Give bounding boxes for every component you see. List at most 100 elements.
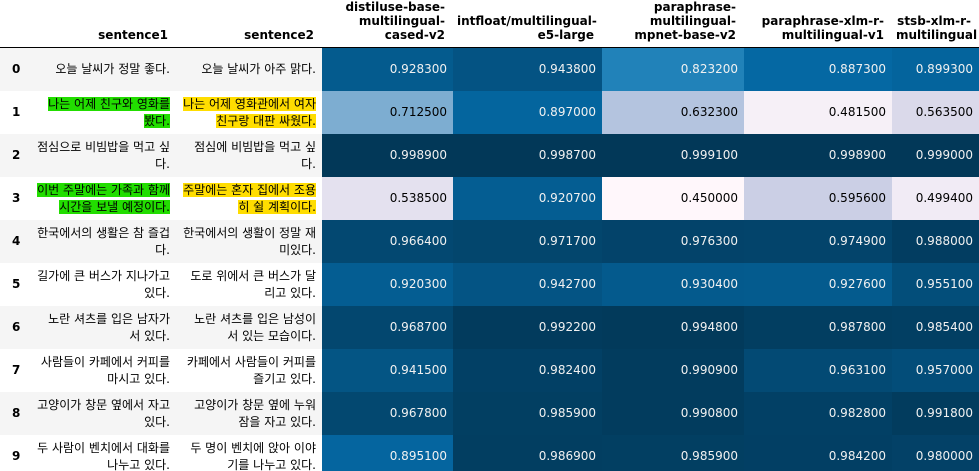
sentence2-text: 주말에는 혼자 집에서 조용히 쉴 계획이다. (183, 182, 316, 214)
sentence2-cell: 도로 위에서 큰 버스가 달리고 있다. (176, 263, 322, 306)
row-index: 9 (0, 435, 30, 471)
score-cell: 0.992200 (453, 306, 602, 349)
score-cell: 0.538500 (322, 177, 453, 220)
sentence2-text: 오늘 날씨가 아주 맑다. (201, 62, 316, 76)
sentence1-text: 길가에 큰 버스가 지나가고 있다. (37, 268, 170, 300)
header-sentence2: sentence2 (176, 0, 322, 48)
header-model-3: paraphrase-multilingual-mpnet-base-v2 (602, 0, 744, 48)
score-cell: 0.897000 (453, 91, 602, 134)
score-cell: 0.968700 (322, 306, 453, 349)
score-cell: 0.998700 (453, 134, 602, 177)
sentence1-cell: 길가에 큰 버스가 지나가고 있다. (30, 263, 176, 306)
score-cell: 0.987800 (744, 306, 892, 349)
score-cell: 0.998900 (322, 134, 453, 177)
sentence1-text: 사람들이 카페에서 커피를 마시고 있다. (40, 354, 170, 386)
score-cell: 0.895100 (322, 435, 453, 471)
sentence2-cell: 나는 어제 영화관에서 여자친구랑 대판 싸웠다. (176, 91, 322, 134)
score-cell: 0.999100 (602, 134, 744, 177)
table-row: 5 길가에 큰 버스가 지나가고 있다. 도로 위에서 큰 버스가 달리고 있다. 0… (0, 263, 979, 306)
table-row: 8 고양이가 창문 옆에서 자고 있다. 고양이가 창문 옆에 누워 잠을 자고 있… (0, 392, 979, 435)
score-cell: 0.920700 (453, 177, 602, 220)
score-cell: 0.563500 (892, 91, 979, 134)
score-cell: 0.920300 (322, 263, 453, 306)
score-cell: 0.985400 (892, 306, 979, 349)
sentence1-cell: 노란 셔츠를 입은 남자가 서 있다. (30, 306, 176, 349)
sentence1-cell: 점심으로 비빔밥을 먹고 싶다. (30, 134, 176, 177)
score-cell: 0.985900 (602, 435, 744, 471)
score-cell: 0.943800 (453, 47, 602, 91)
score-cell: 0.595600 (744, 177, 892, 220)
score-cell: 0.955100 (892, 263, 979, 306)
sentence1-cell: 한국에서의 생활은 참 즐겁다. (30, 220, 176, 263)
score-cell: 0.930400 (602, 263, 744, 306)
score-cell: 0.990800 (602, 392, 744, 435)
table-row: 6 노란 셔츠를 입은 남자가 서 있다. 노란 셔츠를 입은 남성이 서 있는 모… (0, 306, 979, 349)
sentence1-text: 오늘 날씨가 정말 좋다. (55, 62, 170, 76)
score-cell: 0.887300 (744, 47, 892, 91)
score-cell: 0.999000 (892, 134, 979, 177)
score-cell: 0.632300 (602, 91, 744, 134)
sentence2-cell: 노란 셔츠를 입은 남성이 서 있는 모습이다. (176, 306, 322, 349)
score-cell: 0.941500 (322, 349, 453, 392)
table-body: 0 오늘 날씨가 정말 좋다. 오늘 날씨가 아주 맑다. 0.928300 0.943… (0, 47, 979, 471)
sentence1-cell: 두 사람이 벤치에서 대화를 나누고 있다. (30, 435, 176, 471)
sentence2-cell: 오늘 날씨가 아주 맑다. (176, 47, 322, 91)
header-model-4: paraphrase-xlm-r-multilingual-v1 (744, 0, 892, 48)
score-cell: 0.499400 (892, 177, 979, 220)
header-row: sentence1 sentence2 distiluse-base-multi… (0, 0, 979, 48)
score-cell: 0.982800 (744, 392, 892, 435)
sentence2-cell: 점심에 비빔밥을 먹고 싶다. (176, 134, 322, 177)
score-cell: 0.928300 (322, 47, 453, 91)
score-cell: 0.988000 (892, 220, 979, 263)
sentence1-text: 두 사람이 벤치에서 대화를 나누고 있다. (37, 440, 170, 471)
score-cell: 0.481500 (744, 91, 892, 134)
sentence1-text: 고양이가 창문 옆에서 자고 있다. (37, 397, 170, 429)
row-index: 2 (0, 134, 30, 177)
sentence2-text: 한국에서의 생활이 정말 재미있다. (183, 225, 316, 257)
header-model-5: stsb-xlm-r-multilingual (892, 0, 979, 48)
sentence1-cell: 사람들이 카페에서 커피를 마시고 있다. (30, 349, 176, 392)
sentence1-text: 이번 주말에는 가족과 함께 시간을 보낼 예정이다. (37, 182, 170, 214)
sentence1-text: 나는 어제 친구와 영화를 봤다. (48, 96, 170, 128)
row-index: 8 (0, 392, 30, 435)
sentence1-text: 점심으로 비빔밥을 먹고 싶다. (37, 139, 170, 171)
score-cell: 0.967800 (322, 392, 453, 435)
sentence1-cell: 이번 주말에는 가족과 함께 시간을 보낼 예정이다. (30, 177, 176, 220)
score-cell: 0.899300 (892, 47, 979, 91)
sentence1-text: 노란 셔츠를 입은 남자가 서 있다. (48, 311, 170, 343)
row-index: 5 (0, 263, 30, 306)
header-index (0, 0, 30, 48)
sentence1-cell: 나는 어제 친구와 영화를 봤다. (30, 91, 176, 134)
row-index: 0 (0, 47, 30, 91)
score-cell: 0.990900 (602, 349, 744, 392)
score-cell: 0.963100 (744, 349, 892, 392)
row-index: 7 (0, 349, 30, 392)
score-cell: 0.984200 (744, 435, 892, 471)
score-cell: 0.971700 (453, 220, 602, 263)
table-row: 3 이번 주말에는 가족과 함께 시간을 보낼 예정이다. 주말에는 혼자 집에서 … (0, 177, 979, 220)
sentence2-cell: 한국에서의 생활이 정말 재미있다. (176, 220, 322, 263)
score-cell: 0.966400 (322, 220, 453, 263)
score-cell: 0.450000 (602, 177, 744, 220)
table-row: 4 한국에서의 생활은 참 즐겁다. 한국에서의 생활이 정말 재미있다. 0.966… (0, 220, 979, 263)
score-cell: 0.994800 (602, 306, 744, 349)
score-cell: 0.957000 (892, 349, 979, 392)
score-cell: 0.985900 (453, 392, 602, 435)
table-row: 7 사람들이 카페에서 커피를 마시고 있다. 카페에서 사람들이 커피를 즐기고 … (0, 349, 979, 392)
sentence1-text: 한국에서의 생활은 참 즐겁다. (37, 225, 170, 257)
sentence2-text: 도로 위에서 큰 버스가 달리고 있다. (190, 268, 316, 300)
sentence2-text: 두 명이 벤치에 앉아 이야기를 나누고 있다. (190, 440, 316, 471)
sentence2-text: 점심에 비빔밥을 먹고 싶다. (194, 139, 316, 171)
sentence1-cell: 고양이가 창문 옆에서 자고 있다. (30, 392, 176, 435)
sentence2-cell: 주말에는 혼자 집에서 조용히 쉴 계획이다. (176, 177, 322, 220)
header-model-1: distiluse-base-multilingual-cased-v2 (322, 0, 453, 48)
row-index: 3 (0, 177, 30, 220)
score-cell: 0.927600 (744, 263, 892, 306)
sentence2-text: 나는 어제 영화관에서 여자친구랑 대판 싸웠다. (183, 96, 316, 128)
score-cell: 0.823200 (602, 47, 744, 91)
row-index: 6 (0, 306, 30, 349)
score-cell: 0.712500 (322, 91, 453, 134)
sentence2-text: 노란 셔츠를 입은 남성이 서 있는 모습이다. (194, 311, 316, 343)
